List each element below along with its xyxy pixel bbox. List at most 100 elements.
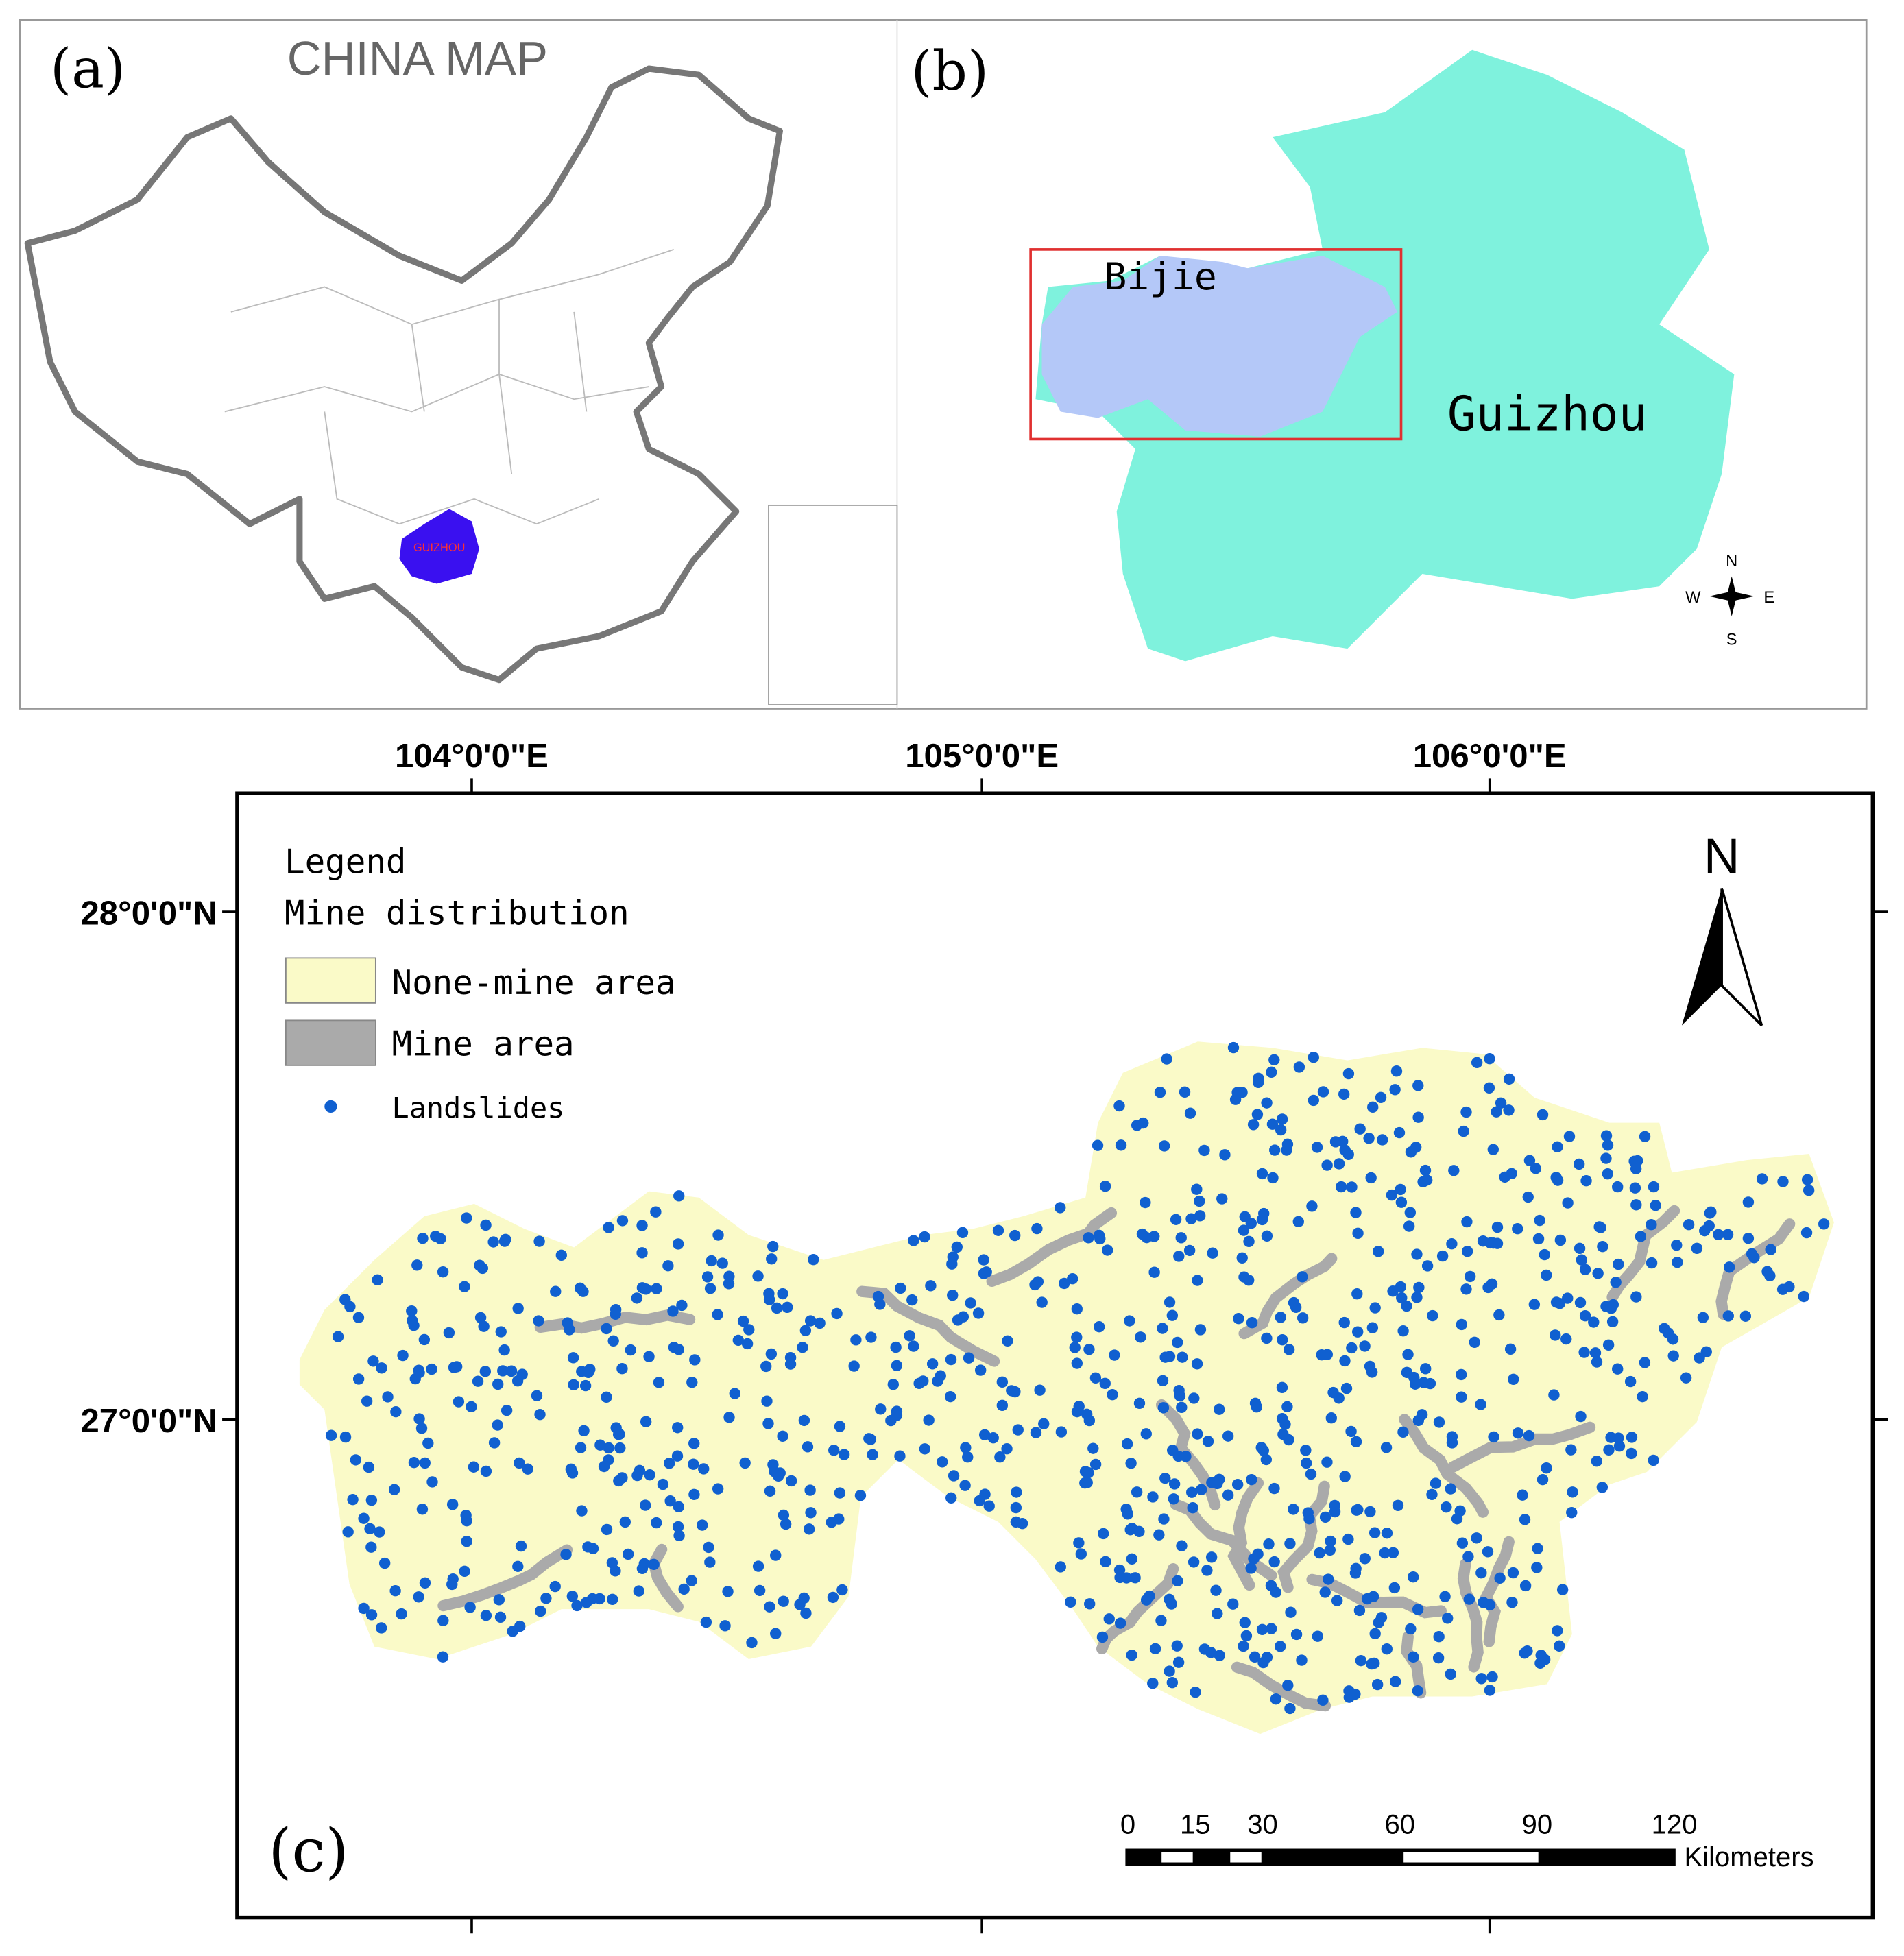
landslide — [363, 1461, 375, 1473]
landslide — [1083, 1232, 1094, 1244]
landslide — [418, 1333, 431, 1346]
landslide — [365, 1541, 377, 1553]
landslide — [1506, 1596, 1518, 1608]
landslide — [1317, 1086, 1329, 1098]
landslide — [1009, 1229, 1021, 1242]
landslide — [579, 1379, 592, 1392]
landslide — [643, 1351, 655, 1362]
landslide — [1323, 1573, 1334, 1585]
landslide — [1556, 1584, 1569, 1595]
landslide — [1055, 1561, 1066, 1573]
landslide — [1229, 1094, 1242, 1105]
landslide — [1275, 1124, 1287, 1136]
landslide — [996, 1376, 1009, 1388]
landslide — [512, 1303, 524, 1314]
landslide — [1206, 1477, 1218, 1488]
landslide — [1591, 1456, 1603, 1467]
landslide — [1460, 1283, 1472, 1295]
landslide — [365, 1609, 378, 1621]
landslide — [1140, 1428, 1152, 1440]
landslide — [1089, 1458, 1102, 1471]
landslide — [1566, 1506, 1578, 1519]
landslide — [1352, 1227, 1364, 1239]
landslide — [1148, 1231, 1160, 1242]
landslide — [1166, 1676, 1179, 1689]
landslide — [1266, 1623, 1277, 1634]
landslide — [358, 1602, 370, 1615]
landslide — [1565, 1444, 1577, 1456]
landslide — [1055, 1202, 1066, 1214]
landslide — [1756, 1173, 1768, 1185]
landslide — [1574, 1242, 1586, 1254]
landslide — [1190, 1686, 1201, 1698]
landslide — [657, 1478, 669, 1490]
landslide — [1184, 1107, 1196, 1119]
landslide — [1363, 1133, 1375, 1144]
landslide — [1153, 1529, 1165, 1541]
landslide — [1373, 1246, 1384, 1257]
landslide — [1308, 1052, 1319, 1063]
landslide — [1276, 1113, 1288, 1125]
landslide — [1227, 1598, 1239, 1610]
mine-area — [856, 1285, 1000, 1367]
landslide — [1624, 1375, 1637, 1388]
landslide — [1532, 1543, 1543, 1554]
landslide — [1626, 1447, 1637, 1460]
landslide — [1126, 1649, 1137, 1661]
landslide — [437, 1615, 449, 1626]
landslide — [1140, 1594, 1153, 1606]
landslide — [798, 1592, 810, 1604]
legend-item: Mine area — [392, 1024, 575, 1063]
landslide — [833, 1513, 845, 1525]
landslide — [1084, 1598, 1096, 1610]
landslide — [983, 1500, 995, 1512]
landslide — [1342, 1067, 1355, 1080]
landslide — [367, 1355, 379, 1367]
scale-unit: Kilometers — [1685, 1842, 1814, 1872]
landslide — [1296, 1654, 1308, 1666]
landslide — [1412, 1414, 1425, 1427]
landslide — [478, 1320, 490, 1332]
landslide — [1087, 1442, 1099, 1454]
landslide — [1249, 1651, 1261, 1663]
landslide — [712, 1309, 723, 1320]
landslide — [701, 1271, 714, 1283]
landslide — [951, 1241, 963, 1253]
landslide — [1089, 1372, 1102, 1384]
landslide — [1612, 1363, 1624, 1375]
landslide — [1548, 1389, 1560, 1401]
landslide — [1554, 1640, 1565, 1652]
landslide — [533, 1315, 544, 1327]
scale-tick: 60 — [1384, 1810, 1415, 1840]
landslide — [672, 1521, 684, 1533]
landslide — [1350, 1207, 1362, 1218]
landslide — [1222, 1430, 1234, 1442]
landslide — [671, 1450, 684, 1462]
landslide — [1748, 1252, 1760, 1264]
landslide — [1491, 1221, 1504, 1233]
landslide — [1159, 1351, 1171, 1363]
mine-area — [437, 1544, 573, 1612]
landslide — [723, 1270, 735, 1282]
landslide — [1456, 1537, 1469, 1549]
landslide — [450, 1361, 463, 1373]
landslide — [1589, 1347, 1602, 1359]
landslide — [1478, 1597, 1489, 1608]
landslide — [689, 1354, 701, 1366]
landslide — [803, 1523, 815, 1535]
landslide — [1650, 1200, 1661, 1211]
landslide — [1613, 1440, 1626, 1452]
landslide — [1120, 1504, 1132, 1515]
landslide — [564, 1324, 575, 1336]
landslide — [1578, 1347, 1590, 1358]
landslide — [582, 1541, 594, 1553]
legend-dot — [324, 1100, 337, 1113]
legend-swatch — [285, 1019, 376, 1066]
landslide — [732, 1334, 745, 1347]
landslide — [834, 1421, 846, 1432]
landslide — [650, 1206, 662, 1218]
landslide — [1517, 1489, 1528, 1501]
landslide — [1591, 1356, 1603, 1368]
landslide — [1441, 1501, 1452, 1513]
landslide — [472, 1375, 484, 1387]
